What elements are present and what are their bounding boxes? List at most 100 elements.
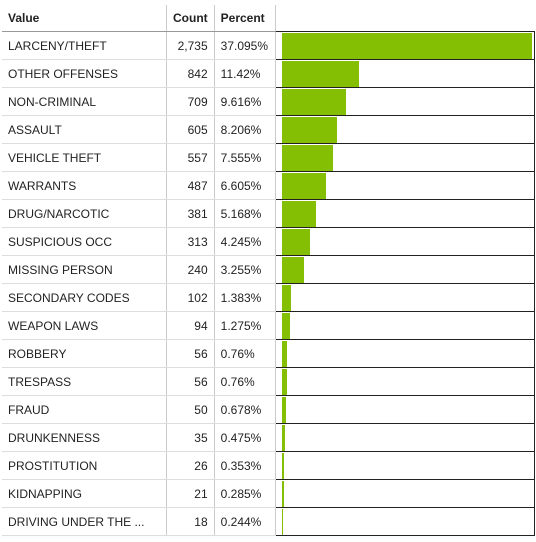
- percent-cell: 6.605%: [214, 171, 276, 200]
- percent-cell: 7.555%: [214, 143, 276, 172]
- value-cell: DRUG/NARCOTIC: [2, 199, 167, 228]
- bar-cell: [274, 171, 535, 200]
- percent-bar: [281, 312, 291, 339]
- percent-cell: 0.76%: [214, 339, 276, 368]
- count-cell: 557: [166, 143, 215, 172]
- percent-cell: 0.285%: [214, 479, 276, 508]
- count-cell: 18: [166, 507, 215, 536]
- value-cell: DRUNKENNESS: [2, 423, 167, 452]
- bar-cell: [274, 339, 535, 368]
- value-cell: SECONDARY CODES: [2, 283, 167, 312]
- percent-cell: 0.678%: [214, 395, 276, 424]
- percent-bar: [281, 228, 311, 255]
- bar-cell: [274, 115, 535, 144]
- percent-cell: 4.245%: [214, 227, 276, 256]
- bar-cell: [274, 423, 535, 452]
- table-row[interactable]: OTHER OFFENSES 842 11.42%: [2, 59, 535, 88]
- percent-bar: [281, 32, 532, 59]
- percent-bar: [281, 172, 327, 199]
- bar-cell: [274, 311, 535, 340]
- percent-cell: 8.206%: [214, 115, 276, 144]
- count-cell: 35: [166, 423, 215, 452]
- count-cell: 2,735: [166, 31, 215, 60]
- percent-bar: [281, 340, 287, 367]
- value-cell: ROBBERY: [2, 339, 167, 368]
- header-bar-spacer: [275, 5, 534, 32]
- table-row[interactable]: TRESPASS 56 0.76%: [2, 367, 535, 396]
- percent-cell: 0.475%: [214, 423, 276, 452]
- table-row[interactable]: SUSPICIOUS OCC 313 4.245%: [2, 227, 535, 256]
- count-cell: 21: [166, 479, 215, 508]
- header-percent[interactable]: Percent: [214, 5, 276, 32]
- percent-bar: [281, 508, 284, 535]
- count-cell: 842: [166, 59, 215, 88]
- bar-cell: [274, 143, 535, 172]
- table-row[interactable]: ASSAULT 605 8.206%: [2, 115, 535, 144]
- percent-cell: 11.42%: [214, 59, 276, 88]
- table-row[interactable]: DRIVING UNDER THE ... 18 0.244%: [2, 507, 535, 536]
- percent-bar: [281, 60, 359, 87]
- value-cell: OTHER OFFENSES: [2, 59, 167, 88]
- value-cell: MISSING PERSON: [2, 255, 167, 284]
- percent-bar: [281, 284, 291, 311]
- bar-cell: [274, 59, 535, 88]
- value-cell: LARCENY/THEFT: [2, 31, 167, 60]
- value-cell: FRAUD: [2, 395, 167, 424]
- count-cell: 56: [166, 339, 215, 368]
- table-row[interactable]: DRUNKENNESS 35 0.475%: [2, 423, 535, 452]
- percent-bar: [281, 424, 285, 451]
- bar-cell: [274, 227, 535, 256]
- table-row[interactable]: WARRANTS 487 6.605%: [2, 171, 535, 200]
- percent-bar: [281, 116, 337, 143]
- count-cell: 94: [166, 311, 215, 340]
- count-cell: 381: [166, 199, 215, 228]
- value-cell: TRESPASS: [2, 367, 167, 396]
- value-cell: PROSTITUTION: [2, 451, 167, 480]
- percent-cell: 0.353%: [214, 451, 276, 480]
- table-row[interactable]: LARCENY/THEFT 2,735 37.095%: [2, 31, 535, 60]
- table-row[interactable]: MISSING PERSON 240 3.255%: [2, 255, 535, 284]
- table-row[interactable]: VEHICLE THEFT 557 7.555%: [2, 143, 535, 172]
- percent-cell: 9.616%: [214, 87, 276, 116]
- count-cell: 102: [166, 283, 215, 312]
- count-cell: 605: [166, 115, 215, 144]
- bar-cell: [274, 199, 535, 228]
- percent-bar: [281, 88, 347, 115]
- table-row[interactable]: KIDNAPPING 21 0.285%: [2, 479, 535, 508]
- value-cell: WARRANTS: [2, 171, 167, 200]
- percent-cell: 5.168%: [214, 199, 276, 228]
- table-body: LARCENY/THEFT 2,735 37.095% OTHER OFFENSES 8…: [2, 31, 535, 536]
- percent-bar: [281, 200, 317, 227]
- count-cell: 26: [166, 451, 215, 480]
- value-cell: ASSAULT: [2, 115, 167, 144]
- percent-cell: 3.255%: [214, 255, 276, 284]
- percent-bar: [281, 144, 333, 171]
- value-cell: DRIVING UNDER THE ...: [2, 507, 167, 536]
- table-header-row: Value Count Percent: [2, 5, 534, 32]
- table-row[interactable]: ROBBERY 56 0.76%: [2, 339, 535, 368]
- percent-cell: 1.383%: [214, 283, 276, 312]
- percent-bar: [281, 368, 287, 395]
- table-row[interactable]: WEAPON LAWS 94 1.275%: [2, 311, 535, 340]
- table-row[interactable]: FRAUD 50 0.678%: [2, 395, 535, 424]
- table-row[interactable]: SECONDARY CODES 102 1.383%: [2, 283, 535, 312]
- table-row[interactable]: DRUG/NARCOTIC 381 5.168%: [2, 199, 535, 228]
- bar-cell: [274, 395, 535, 424]
- value-cell: KIDNAPPING: [2, 479, 167, 508]
- header-value[interactable]: Value: [2, 5, 167, 32]
- table-row[interactable]: NON-CRIMINAL 709 9.616%: [2, 87, 535, 116]
- header-count[interactable]: Count: [166, 5, 215, 32]
- bar-cell: [274, 283, 535, 312]
- table-row[interactable]: PROSTITUTION 26 0.353%: [2, 451, 535, 480]
- bar-cell: [274, 451, 535, 480]
- bar-cell: [274, 367, 535, 396]
- bar-cell: [274, 479, 535, 508]
- value-cell: NON-CRIMINAL: [2, 87, 167, 116]
- count-cell: 240: [166, 255, 215, 284]
- bar-cell: [274, 507, 535, 536]
- count-cell: 313: [166, 227, 215, 256]
- count-cell: 50: [166, 395, 215, 424]
- percent-bar: [281, 256, 304, 283]
- percent-cell: 0.244%: [214, 507, 276, 536]
- percent-cell: 37.095%: [214, 31, 276, 60]
